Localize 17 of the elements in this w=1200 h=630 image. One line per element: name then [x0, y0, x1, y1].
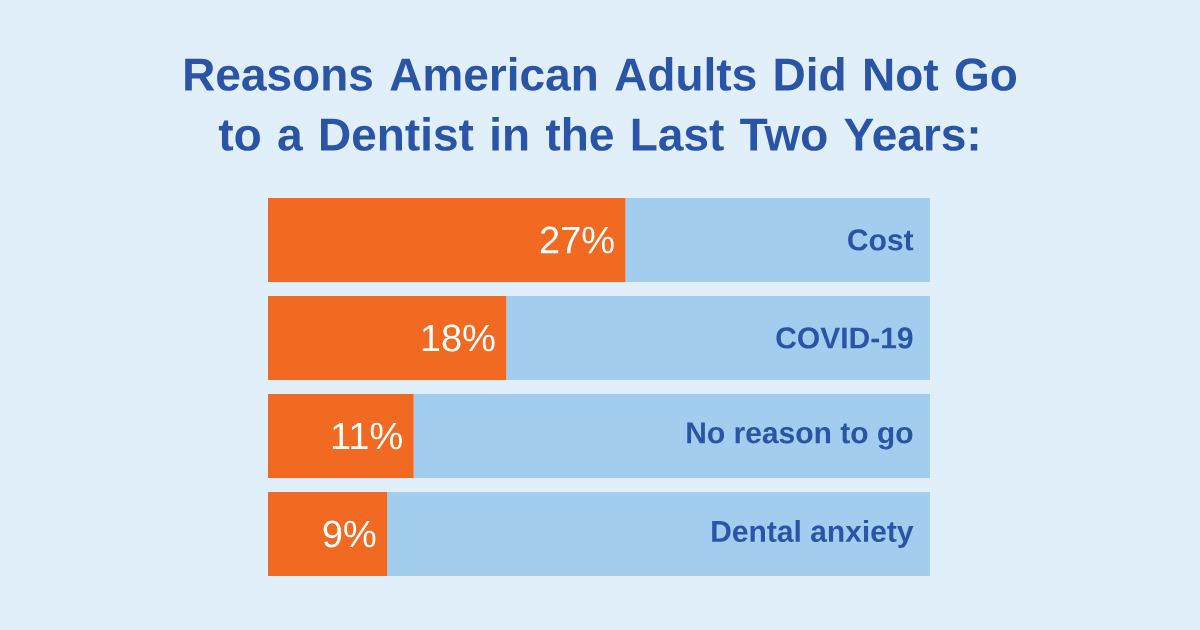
bar	[413, 393, 930, 478]
y-tick-label: COVID-19	[776, 327, 913, 349]
y-tick-label: Cost	[848, 229, 914, 251]
data-label: 9%	[323, 520, 376, 548]
y-tick-label: No reason to go	[687, 422, 913, 450]
data-label: 18%	[422, 324, 495, 352]
bar	[387, 491, 930, 576]
bar	[268, 295, 507, 380]
data-label: 11%	[332, 422, 402, 450]
chart-title: Reasons American Adults Did Not Go to a Dentist in the Last Two Years:	[185, 57, 1017, 151]
data-label: 27%	[540, 226, 614, 254]
bar	[268, 491, 388, 576]
y-tick-label: Dental anxiety	[712, 520, 914, 548]
bar	[268, 393, 414, 478]
bar	[268, 197, 626, 282]
bar	[625, 197, 930, 282]
bar	[506, 295, 930, 380]
